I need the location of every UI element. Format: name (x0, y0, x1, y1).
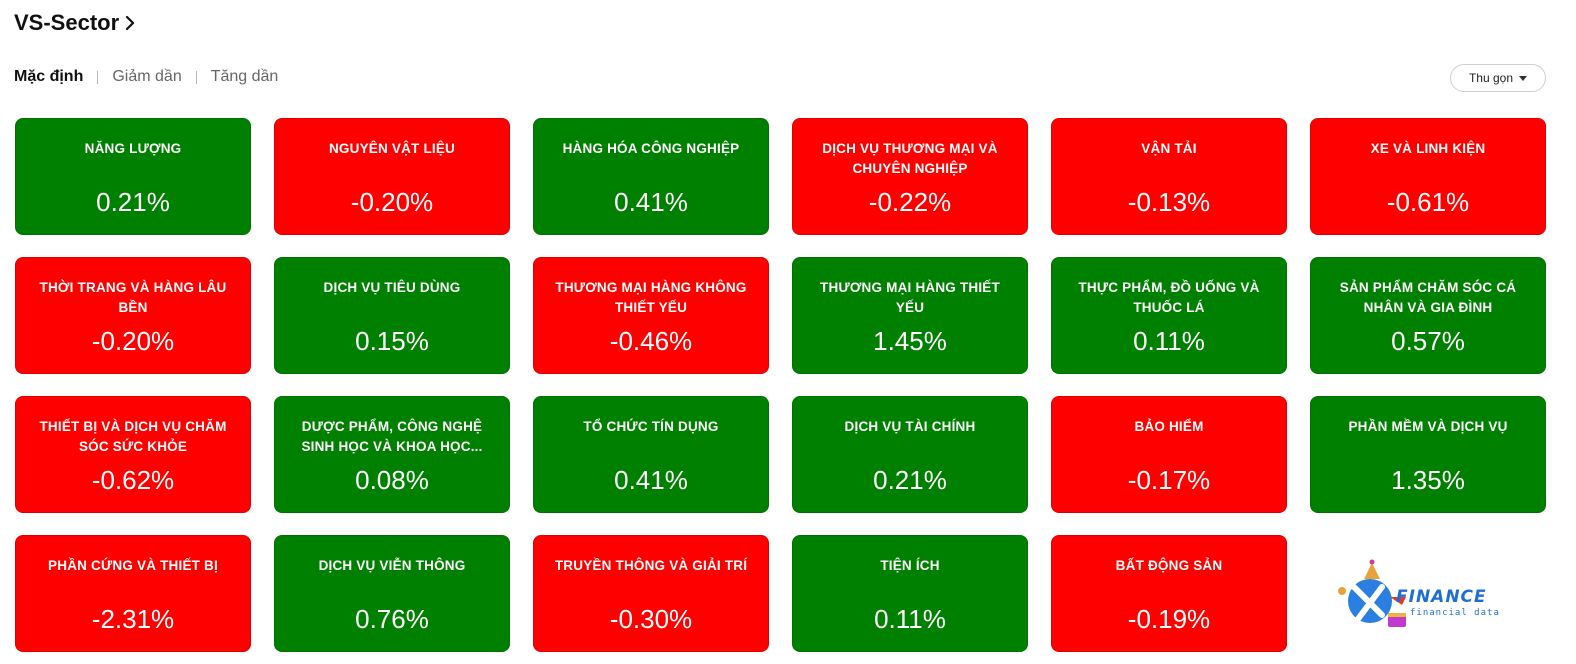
sector-change: 0.08% (355, 465, 429, 495)
sector-tile[interactable]: TIỆN ÍCH 0.11% (792, 535, 1028, 652)
sector-name: DƯỢC PHẨM, CÔNG NGHỆ SINH HỌC VÀ KHOA HỌ… (301, 419, 483, 454)
sector-tile[interactable]: DỊCH VỤ TIÊU DÙNG 0.15% (274, 257, 510, 374)
sector-tile[interactable]: THỜI TRANG VÀ HÀNG LÂU BỀN -0.20% (15, 257, 251, 374)
sector-tile[interactable]: NGUYÊN VẬT LIỆU -0.20% (274, 118, 510, 235)
sector-name: THIẾT BỊ VÀ DỊCH VỤ CHĂM SÓC SỨC KHỎE (39, 419, 227, 454)
sector-name: HÀNG HÓA CÔNG NGHIỆP (562, 141, 740, 156)
caret-down-icon (1519, 75, 1528, 81)
sector-tile[interactable]: NĂNG LƯỢNG 0.21% (15, 118, 251, 235)
sector-change: 0.21% (873, 465, 947, 495)
sector-name: PHẦN MỀM VÀ DỊCH VỤ (1348, 419, 1508, 434)
sector-tile[interactable]: DỊCH VỤ THƯƠNG MẠI VÀ CHUYÊN NGHIỆP -0.22… (792, 118, 1028, 235)
sector-change: 0.15% (355, 326, 429, 356)
sector-name: BẢO HIỂM (1134, 419, 1204, 434)
sector-name: VẬN TẢI (1141, 141, 1197, 156)
page-header[interactable]: VS-Sector (14, 10, 139, 36)
vietstock-finance-logo: FINANCE financial data (1310, 535, 1546, 652)
sector-tile[interactable]: XE VÀ LINH KIỆN -0.61% (1310, 118, 1546, 235)
sector-change: -0.20% (91, 326, 175, 356)
sector-change: -0.61% (1386, 187, 1470, 217)
sector-tile[interactable]: TRUYỀN THÔNG VÀ GIẢI TRÍ -0.30% (533, 535, 769, 652)
divider (195, 70, 197, 84)
sector-name: XE VÀ LINH KIỆN (1370, 141, 1486, 156)
sector-change: 1.35% (1391, 465, 1465, 495)
logo-tagline: financial data (1410, 608, 1500, 618)
sector-tile[interactable]: PHẦN CỨNG VÀ THIẾT BỊ -2.31% (15, 535, 251, 652)
sector-name: DỊCH VỤ THƯƠNG MẠI VÀ CHUYÊN NGHIỆP (822, 141, 998, 176)
sector-change: -0.17% (1127, 465, 1211, 495)
sort-options: Mặc định Giảm dần Tăng dần (14, 68, 278, 86)
sector-name: NĂNG LƯỢNG (84, 141, 182, 156)
divider (97, 70, 99, 84)
sector-change: 1.45% (873, 326, 947, 356)
sector-change: 0.21% (96, 187, 170, 217)
sector-change: 0.76% (355, 604, 429, 634)
sector-change: 0.11% (1133, 326, 1205, 356)
sector-name: THỰC PHẨM, ĐỒ UỐNG VÀ THUỐC LÁ (1078, 280, 1260, 315)
sector-name: NGUYÊN VẬT LIỆU (328, 141, 455, 156)
vietstock-finance-logo-icon (1338, 559, 1406, 627)
sector-name: TRUYỀN THÔNG VÀ GIẢI TRÍ (554, 558, 748, 573)
sector-name: SẢN PHẨM CHĂM SÓC CÁ NHÂN VÀ GIA ĐÌNH (1339, 280, 1517, 315)
sector-change: -0.62% (91, 465, 175, 495)
sector-change: 0.41% (614, 465, 688, 495)
logo-wordmark: FINANCE (1396, 587, 1487, 607)
sector-change: 0.41% (614, 187, 688, 217)
sector-name: BẤT ĐỘNG SẢN (1115, 558, 1223, 573)
sector-change: -2.31% (91, 604, 175, 634)
sector-tile[interactable]: PHẦN MỀM VÀ DỊCH VỤ 1.35% (1310, 396, 1546, 513)
sector-tile[interactable]: VẬN TẢI -0.13% (1051, 118, 1287, 235)
sector-name: TỔ CHỨC TÍN DỤNG (583, 419, 719, 434)
sector-tile[interactable]: THIẾT BỊ VÀ DỊCH VỤ CHĂM SÓC SỨC KHỎE -0.… (15, 396, 251, 513)
collapse-button-label: Thu gọn (1468, 71, 1514, 85)
sector-tile[interactable]: THƯƠNG MẠI HÀNG THIẾT YẾU 1.45% (792, 257, 1028, 374)
sector-tile[interactable]: BẤT ĐỘNG SẢN -0.19% (1051, 535, 1287, 652)
sector-change: -0.13% (1127, 187, 1211, 217)
sector-change: -0.46% (609, 326, 693, 356)
sector-tile[interactable]: DỊCH VỤ TÀI CHÍNH 0.21% (792, 396, 1028, 513)
sector-change: -0.19% (1127, 604, 1211, 634)
sector-tile[interactable]: TỔ CHỨC TÍN DỤNG 0.41% (533, 396, 769, 513)
sector-tile[interactable]: HÀNG HÓA CÔNG NGHIỆP 0.41% (533, 118, 769, 235)
sector-name: THỜI TRANG VÀ HÀNG LÂU BỀN (39, 280, 227, 315)
page-title[interactable]: VS-Sector (14, 10, 120, 35)
sector-tile[interactable]: SẢN PHẨM CHĂM SÓC CÁ NHÂN VÀ GIA ĐÌNH 0.5… (1310, 257, 1546, 374)
sector-name: PHẦN CỨNG VÀ THIẾT BỊ (48, 558, 218, 573)
sector-change: -0.20% (350, 187, 434, 217)
sector-name: THƯƠNG MẠI HÀNG THIẾT YẾU (820, 280, 1000, 315)
sort-default-tab[interactable]: Mặc định (14, 68, 84, 85)
sort-desc-tab[interactable]: Giảm dần (112, 68, 182, 85)
collapse-button[interactable]: Thu gọn (1450, 64, 1546, 92)
sector-tile[interactable]: BẢO HIỂM -0.17% (1051, 396, 1287, 513)
sector-tile[interactable]: DỊCH VỤ VIỄN THÔNG 0.76% (274, 535, 510, 652)
sector-name: DỊCH VỤ TIÊU DÙNG (323, 280, 461, 295)
sector-name: DỊCH VỤ TÀI CHÍNH (844, 419, 976, 434)
sector-change: 0.11% (874, 604, 946, 634)
sector-change: -0.30% (609, 604, 693, 634)
sector-change: 0.57% (1391, 326, 1465, 356)
sector-tile[interactable]: THỰC PHẨM, ĐỒ UỐNG VÀ THUỐC LÁ 0.11% (1051, 257, 1287, 374)
sort-asc-tab[interactable]: Tăng dần (210, 68, 279, 85)
sector-tile[interactable]: THƯƠNG MẠI HÀNG KHÔNG THIẾT YẾU -0.46% (533, 257, 769, 374)
sector-name: THƯƠNG MẠI HÀNG KHÔNG THIẾT YẾU (555, 280, 747, 315)
chevron-right-icon[interactable] (123, 11, 139, 35)
sector-name: DỊCH VỤ VIỄN THÔNG (318, 558, 466, 573)
sector-name: TIỆN ÍCH (880, 558, 940, 573)
sector-tile[interactable]: DƯỢC PHẨM, CÔNG NGHỆ SINH HỌC VÀ KHOA HỌ… (274, 396, 510, 513)
sector-grid: NĂNG LƯỢNG 0.21% NGUYÊN VẬT LIỆU -0.20% HÀ… (15, 118, 1546, 652)
sector-change: -0.22% (868, 187, 952, 217)
